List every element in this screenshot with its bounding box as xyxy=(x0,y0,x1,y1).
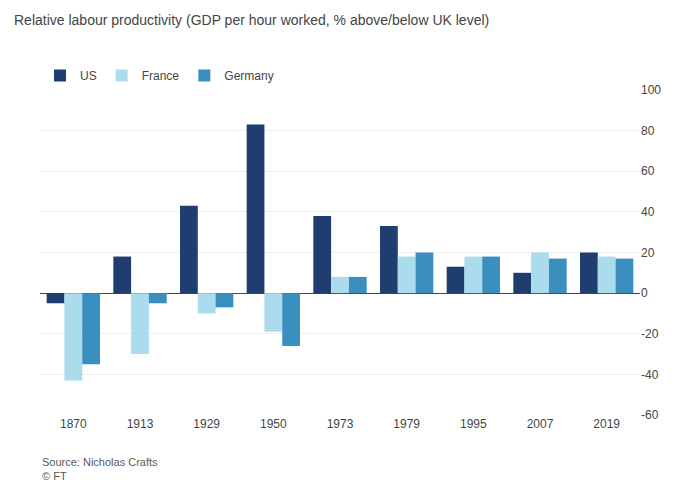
svg-text:2019: 2019 xyxy=(593,417,620,431)
svg-text:80: 80 xyxy=(641,124,655,138)
svg-text:France: France xyxy=(142,69,180,83)
svg-text:1950: 1950 xyxy=(260,417,287,431)
svg-text:US: US xyxy=(80,69,97,83)
svg-text:Source: Nicholas Crafts© FT: Source: Nicholas Crafts© FT xyxy=(42,456,158,482)
svg-text:1979: 1979 xyxy=(393,417,420,431)
svg-text:40: 40 xyxy=(641,205,655,219)
svg-text:0: 0 xyxy=(641,286,648,300)
svg-text:-20: -20 xyxy=(641,327,659,341)
svg-text:1995: 1995 xyxy=(460,417,487,431)
svg-text:Germany: Germany xyxy=(224,69,273,83)
svg-text:1913: 1913 xyxy=(127,417,154,431)
svg-text:-40: -40 xyxy=(641,368,659,382)
svg-text:-60: -60 xyxy=(641,408,659,422)
svg-text:1973: 1973 xyxy=(327,417,354,431)
svg-text:1929: 1929 xyxy=(193,417,220,431)
svg-text:2007: 2007 xyxy=(527,417,554,431)
svg-text:60: 60 xyxy=(641,164,655,178)
svg-text:100: 100 xyxy=(641,83,661,97)
svg-text:20: 20 xyxy=(641,246,655,260)
svg-text:Relative labour productivity (: Relative labour productivity (GDP per ho… xyxy=(14,12,489,28)
svg-text:1870: 1870 xyxy=(60,417,87,431)
